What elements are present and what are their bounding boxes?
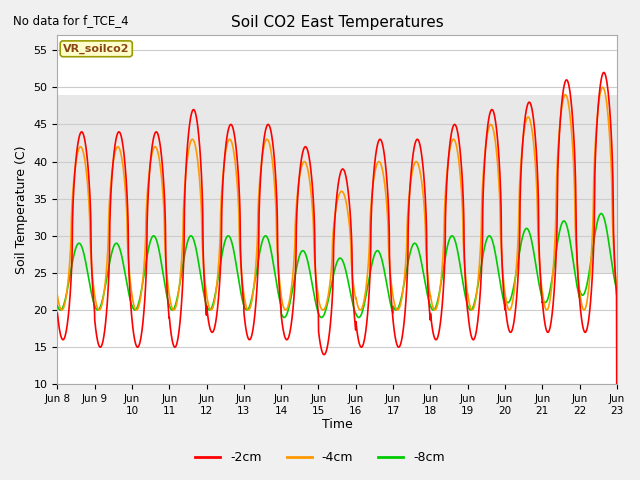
- Text: VR_soilco2: VR_soilco2: [63, 44, 129, 54]
- Bar: [58, 95, 617, 273]
- Y-axis label: Soil Temperature (C): Soil Temperature (C): [15, 145, 28, 274]
- Title: Soil CO2 East Temperatures: Soil CO2 East Temperatures: [231, 15, 444, 30]
- Legend: -2cm, -4cm, -8cm: -2cm, -4cm, -8cm: [190, 446, 450, 469]
- Text: No data for f_TCE_4: No data for f_TCE_4: [13, 14, 129, 27]
- X-axis label: Time: Time: [322, 419, 353, 432]
